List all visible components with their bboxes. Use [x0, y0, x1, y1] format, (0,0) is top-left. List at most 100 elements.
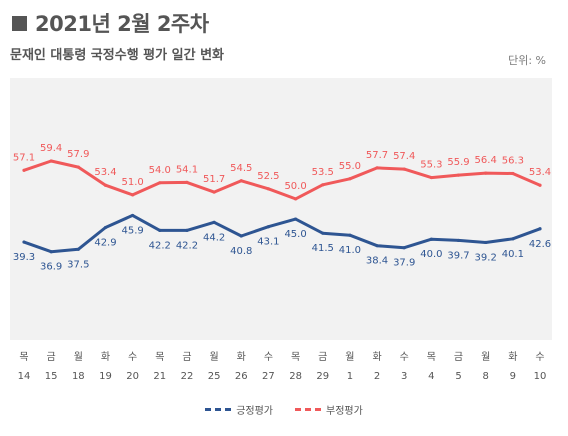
- data-label: 53.4: [94, 167, 116, 178]
- data-label: 37.9: [393, 258, 415, 269]
- title-row: 2021년 2월 2주차: [10, 8, 558, 38]
- data-label: 55.3: [420, 160, 442, 171]
- data-label: 57.7: [366, 150, 388, 161]
- data-label: 53.5: [312, 167, 334, 178]
- data-point: [212, 190, 216, 194]
- x-tick-day: 금: [182, 351, 191, 363]
- title-square-icon: [12, 15, 27, 31]
- x-tick-day: 월: [74, 351, 83, 363]
- data-label: 37.5: [67, 259, 89, 270]
- x-tick-day: 목: [19, 351, 28, 363]
- x-tick-date: 8: [482, 371, 488, 382]
- x-tick-date: 3: [401, 371, 407, 382]
- x-tick-day: 화: [101, 351, 110, 363]
- data-point: [239, 179, 243, 183]
- data-point: [429, 175, 433, 180]
- data-point: [456, 238, 461, 243]
- data-point: [321, 183, 325, 187]
- data-label: 42.2: [176, 240, 198, 251]
- x-tick-day: 수: [128, 351, 137, 363]
- data-point: [375, 166, 379, 170]
- x-tick-day: 금: [318, 351, 327, 363]
- data-point: [131, 193, 135, 197]
- data-point: [484, 171, 488, 175]
- data-label: 41.0: [339, 245, 361, 256]
- x-tick-date: 2: [374, 371, 380, 382]
- x-tick-date: 5: [455, 371, 461, 382]
- x-tick-date: 18: [72, 371, 85, 382]
- data-label: 38.4: [366, 256, 388, 267]
- x-tick-date: 1: [347, 371, 353, 382]
- x-tick-date: 9: [510, 371, 516, 382]
- data-label: 42.6: [529, 239, 551, 250]
- x-tick-day: 목: [291, 351, 300, 363]
- data-point: [538, 227, 542, 231]
- data-label: 36.9: [40, 262, 62, 273]
- data-point: [293, 197, 298, 201]
- data-label: 56.4: [475, 155, 497, 166]
- data-point: [456, 173, 461, 177]
- series-line-0: [22, 213, 542, 254]
- chart-title: 2021년 2월 2주차: [35, 12, 209, 36]
- legend-swatch-negative: [295, 408, 321, 411]
- data-label: 51.0: [121, 177, 143, 188]
- data-label: 57.1: [13, 152, 35, 163]
- data-label: 50.0: [284, 181, 306, 192]
- data-point: [348, 233, 352, 237]
- unit-label: 단위: %: [508, 54, 546, 67]
- data-point: [511, 171, 515, 176]
- chart-subtitle: 문재인 대통령 국정수행 평가 일간 변화: [10, 48, 224, 63]
- data-label: 57.9: [67, 149, 89, 160]
- x-tick-day: 화: [372, 351, 381, 363]
- data-point: [103, 225, 108, 230]
- data-point: [158, 228, 162, 232]
- x-tick-day: 화: [508, 351, 517, 363]
- x-tick-date: 21: [153, 371, 166, 382]
- data-point: [131, 213, 135, 218]
- data-point: [49, 159, 53, 163]
- x-tick-date: 14: [18, 371, 31, 382]
- x-tick-day: 금: [454, 351, 463, 363]
- data-label: 54.0: [149, 165, 171, 176]
- x-tick-date: 10: [534, 371, 547, 382]
- data-point: [103, 183, 108, 187]
- data-label: 55.9: [447, 157, 469, 168]
- plot-background: [10, 78, 552, 340]
- legend-item-positive: 긍정평가: [205, 402, 273, 417]
- data-label: 52.5: [257, 171, 279, 182]
- data-point: [212, 220, 216, 224]
- data-label: 40.0: [420, 249, 442, 260]
- data-label: 45.9: [121, 225, 143, 236]
- x-tick-day: 목: [427, 351, 436, 363]
- data-point: [538, 183, 542, 187]
- data-point: [76, 247, 80, 251]
- legend-label-negative: 부정평가: [326, 406, 363, 417]
- data-label: 39.7: [447, 250, 469, 261]
- x-tick-day: 수: [535, 351, 544, 363]
- x-tick-date: 22: [181, 371, 194, 382]
- data-point: [266, 225, 271, 229]
- data-point: [185, 228, 189, 232]
- x-tick-date: 27: [262, 371, 275, 382]
- x-tick-day: 월: [345, 351, 354, 363]
- data-point: [511, 237, 515, 241]
- x-tick-date: 19: [99, 371, 112, 382]
- x-tick-day: 수: [400, 351, 409, 363]
- data-label: 56.3: [502, 156, 524, 167]
- x-tick-date: 29: [316, 371, 329, 382]
- x-tick-day: 목: [155, 351, 164, 363]
- data-point: [185, 180, 189, 184]
- data-label: 54.5: [230, 163, 252, 174]
- x-tick-day: 월: [481, 351, 490, 363]
- data-label: 41.5: [312, 243, 334, 254]
- data-label: 39.3: [13, 252, 35, 263]
- data-label: 42.9: [94, 238, 116, 249]
- x-tick-date: 28: [289, 371, 302, 382]
- legend: 긍정평가 부정평가: [0, 402, 568, 417]
- x-tick-day: 금: [47, 351, 56, 363]
- data-point: [293, 217, 298, 221]
- data-label: 40.1: [502, 249, 524, 260]
- series-line-1: [22, 159, 542, 201]
- data-label: 55.0: [339, 161, 361, 172]
